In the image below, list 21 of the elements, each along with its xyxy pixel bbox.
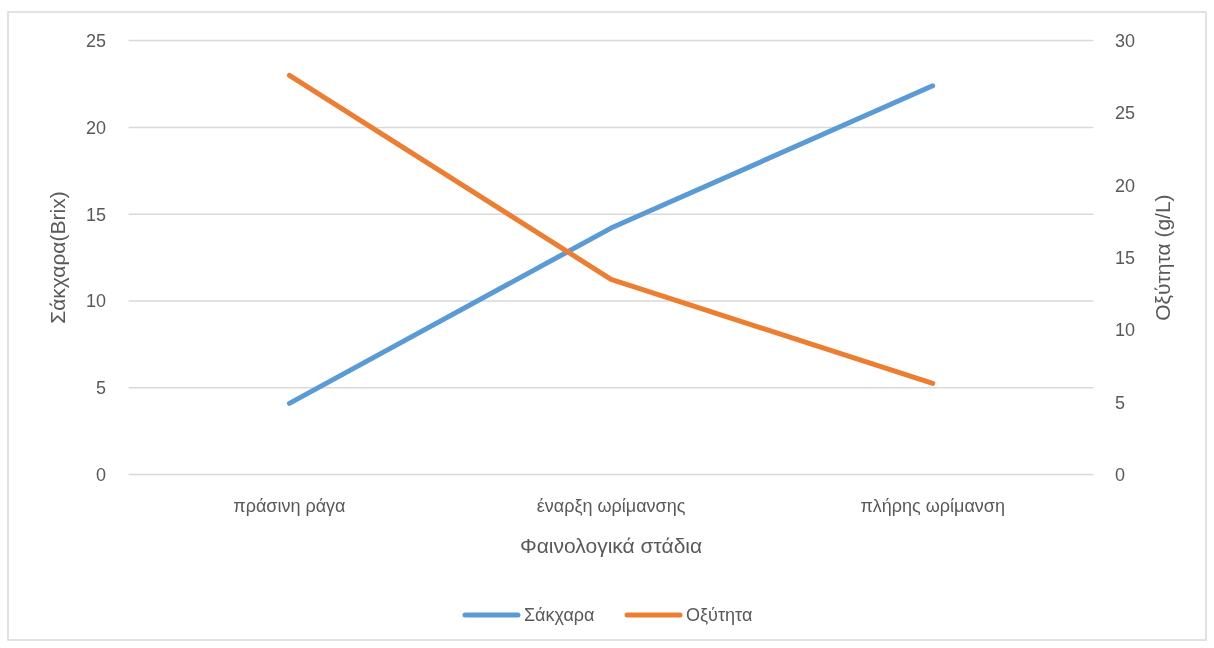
legend-label: Σάκχαρα [523, 605, 595, 626]
y-tick-label: 15 [85, 204, 106, 225]
x-tick-label: πλήρης ωρίμανση [860, 496, 1005, 517]
x-axis-title: Φαινολογικά στάδια [519, 534, 703, 558]
y-tick-label: 20 [85, 117, 106, 138]
y2-axis-title: Οξύτητα (g/L) [1151, 194, 1175, 321]
y2-tick-label: 5 [1115, 392, 1126, 413]
y2-tick-label: 15 [1115, 247, 1136, 268]
y-tick-label: 5 [95, 378, 106, 399]
y2-tick-label: 30 [1115, 30, 1136, 51]
y-axis-title: Σάκχαρα(Brix) [46, 191, 70, 324]
y-tick-label: 25 [85, 30, 106, 51]
y-tick-label: 10 [85, 291, 106, 312]
y2-tick-label: 20 [1115, 175, 1136, 196]
y2-tick-label: 0 [1115, 464, 1126, 485]
x-tick-label: έναρξη ωρίμανσης [536, 496, 686, 517]
x-tick-label: πράσινη ράγα [233, 496, 346, 517]
y-tick-label: 0 [95, 464, 106, 485]
y2-tick-label: 25 [1115, 103, 1136, 124]
y2-tick-label: 10 [1115, 320, 1136, 341]
legend-label: Οξύτητα [686, 605, 753, 626]
